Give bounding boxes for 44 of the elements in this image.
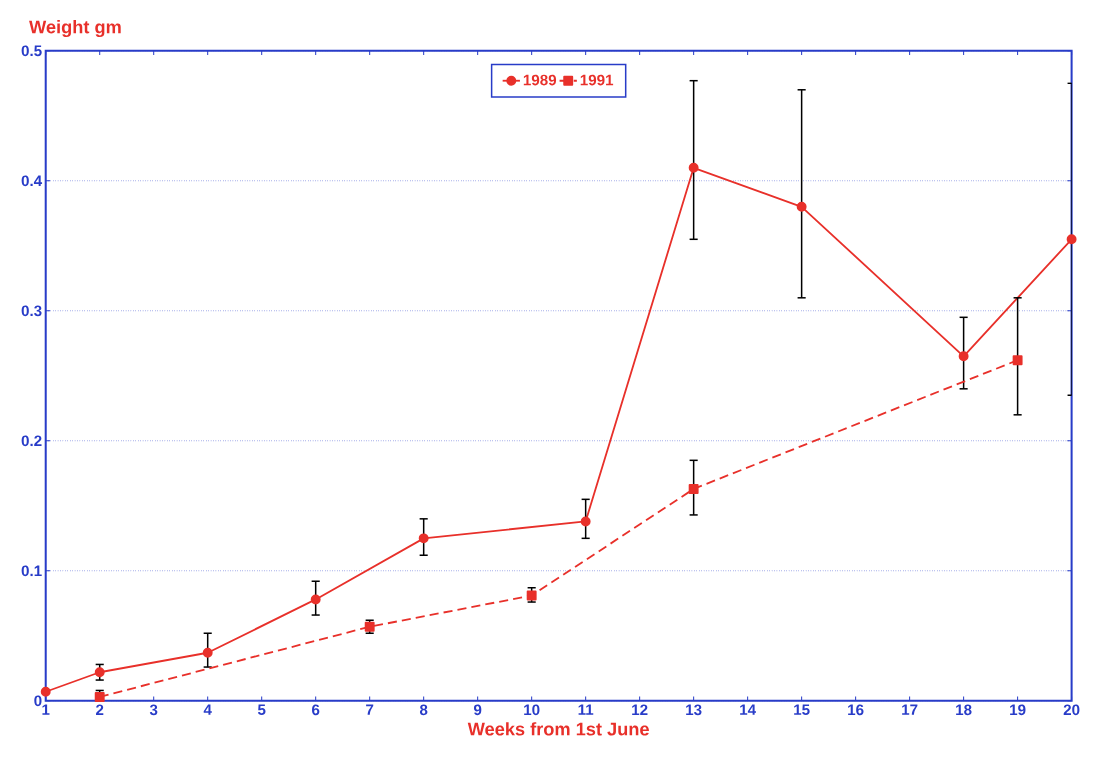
x-tick-label: 5 — [257, 704, 266, 715]
x-tick-label: 11 — [578, 704, 594, 715]
x-tick-label: 12 — [632, 704, 648, 715]
y-tick-label: 0.3 — [21, 305, 42, 317]
point — [688, 162, 699, 173]
point — [202, 647, 213, 658]
point — [94, 667, 105, 678]
y-tick-label: 0 — [34, 695, 42, 707]
point — [580, 516, 591, 527]
point — [310, 594, 321, 605]
point — [796, 201, 807, 212]
point — [526, 590, 537, 601]
point — [1012, 355, 1023, 366]
x-tick-label: 16 — [848, 704, 864, 716]
y-axis-title: Weight gm — [29, 19, 121, 38]
x-tick-label: 2 — [96, 704, 104, 715]
point — [958, 351, 969, 362]
x-tick-label: 8 — [419, 704, 428, 716]
x-tick-label: 19 — [1010, 704, 1026, 716]
point — [94, 691, 105, 702]
x-tick-label: 4 — [203, 704, 212, 715]
legend-label: 1991 — [580, 74, 614, 86]
x-tick-label: 20 — [1063, 704, 1080, 716]
x-tick-label: 9 — [473, 704, 482, 716]
y-tick-label: 0.1 — [21, 565, 42, 577]
x-tick-label: 17 — [902, 704, 918, 715]
x-tick-label: 15 — [794, 704, 810, 715]
legend-label: 1989 — [523, 74, 557, 86]
x-tick-label: 1 — [42, 704, 50, 715]
x-tick-label: 3 — [149, 704, 158, 716]
x-tick-label: 14 — [740, 704, 756, 715]
x-axis-title: Weeks from 1st June — [467, 722, 649, 736]
point — [688, 483, 699, 494]
point — [418, 533, 429, 544]
x-tick-label: 13 — [686, 704, 702, 716]
point — [1066, 234, 1077, 245]
y-tick-label: 0.5 — [21, 45, 42, 57]
x-tick-label: 10 — [524, 704, 540, 716]
x-tick-label: 6 — [312, 704, 320, 716]
x-tick-label: 18 — [956, 704, 972, 716]
x-tick-label: 7 — [366, 704, 374, 715]
y-tick-label: 0.4 — [21, 175, 43, 187]
y-tick-label: 0.2 — [21, 435, 42, 447]
point — [40, 686, 51, 697]
